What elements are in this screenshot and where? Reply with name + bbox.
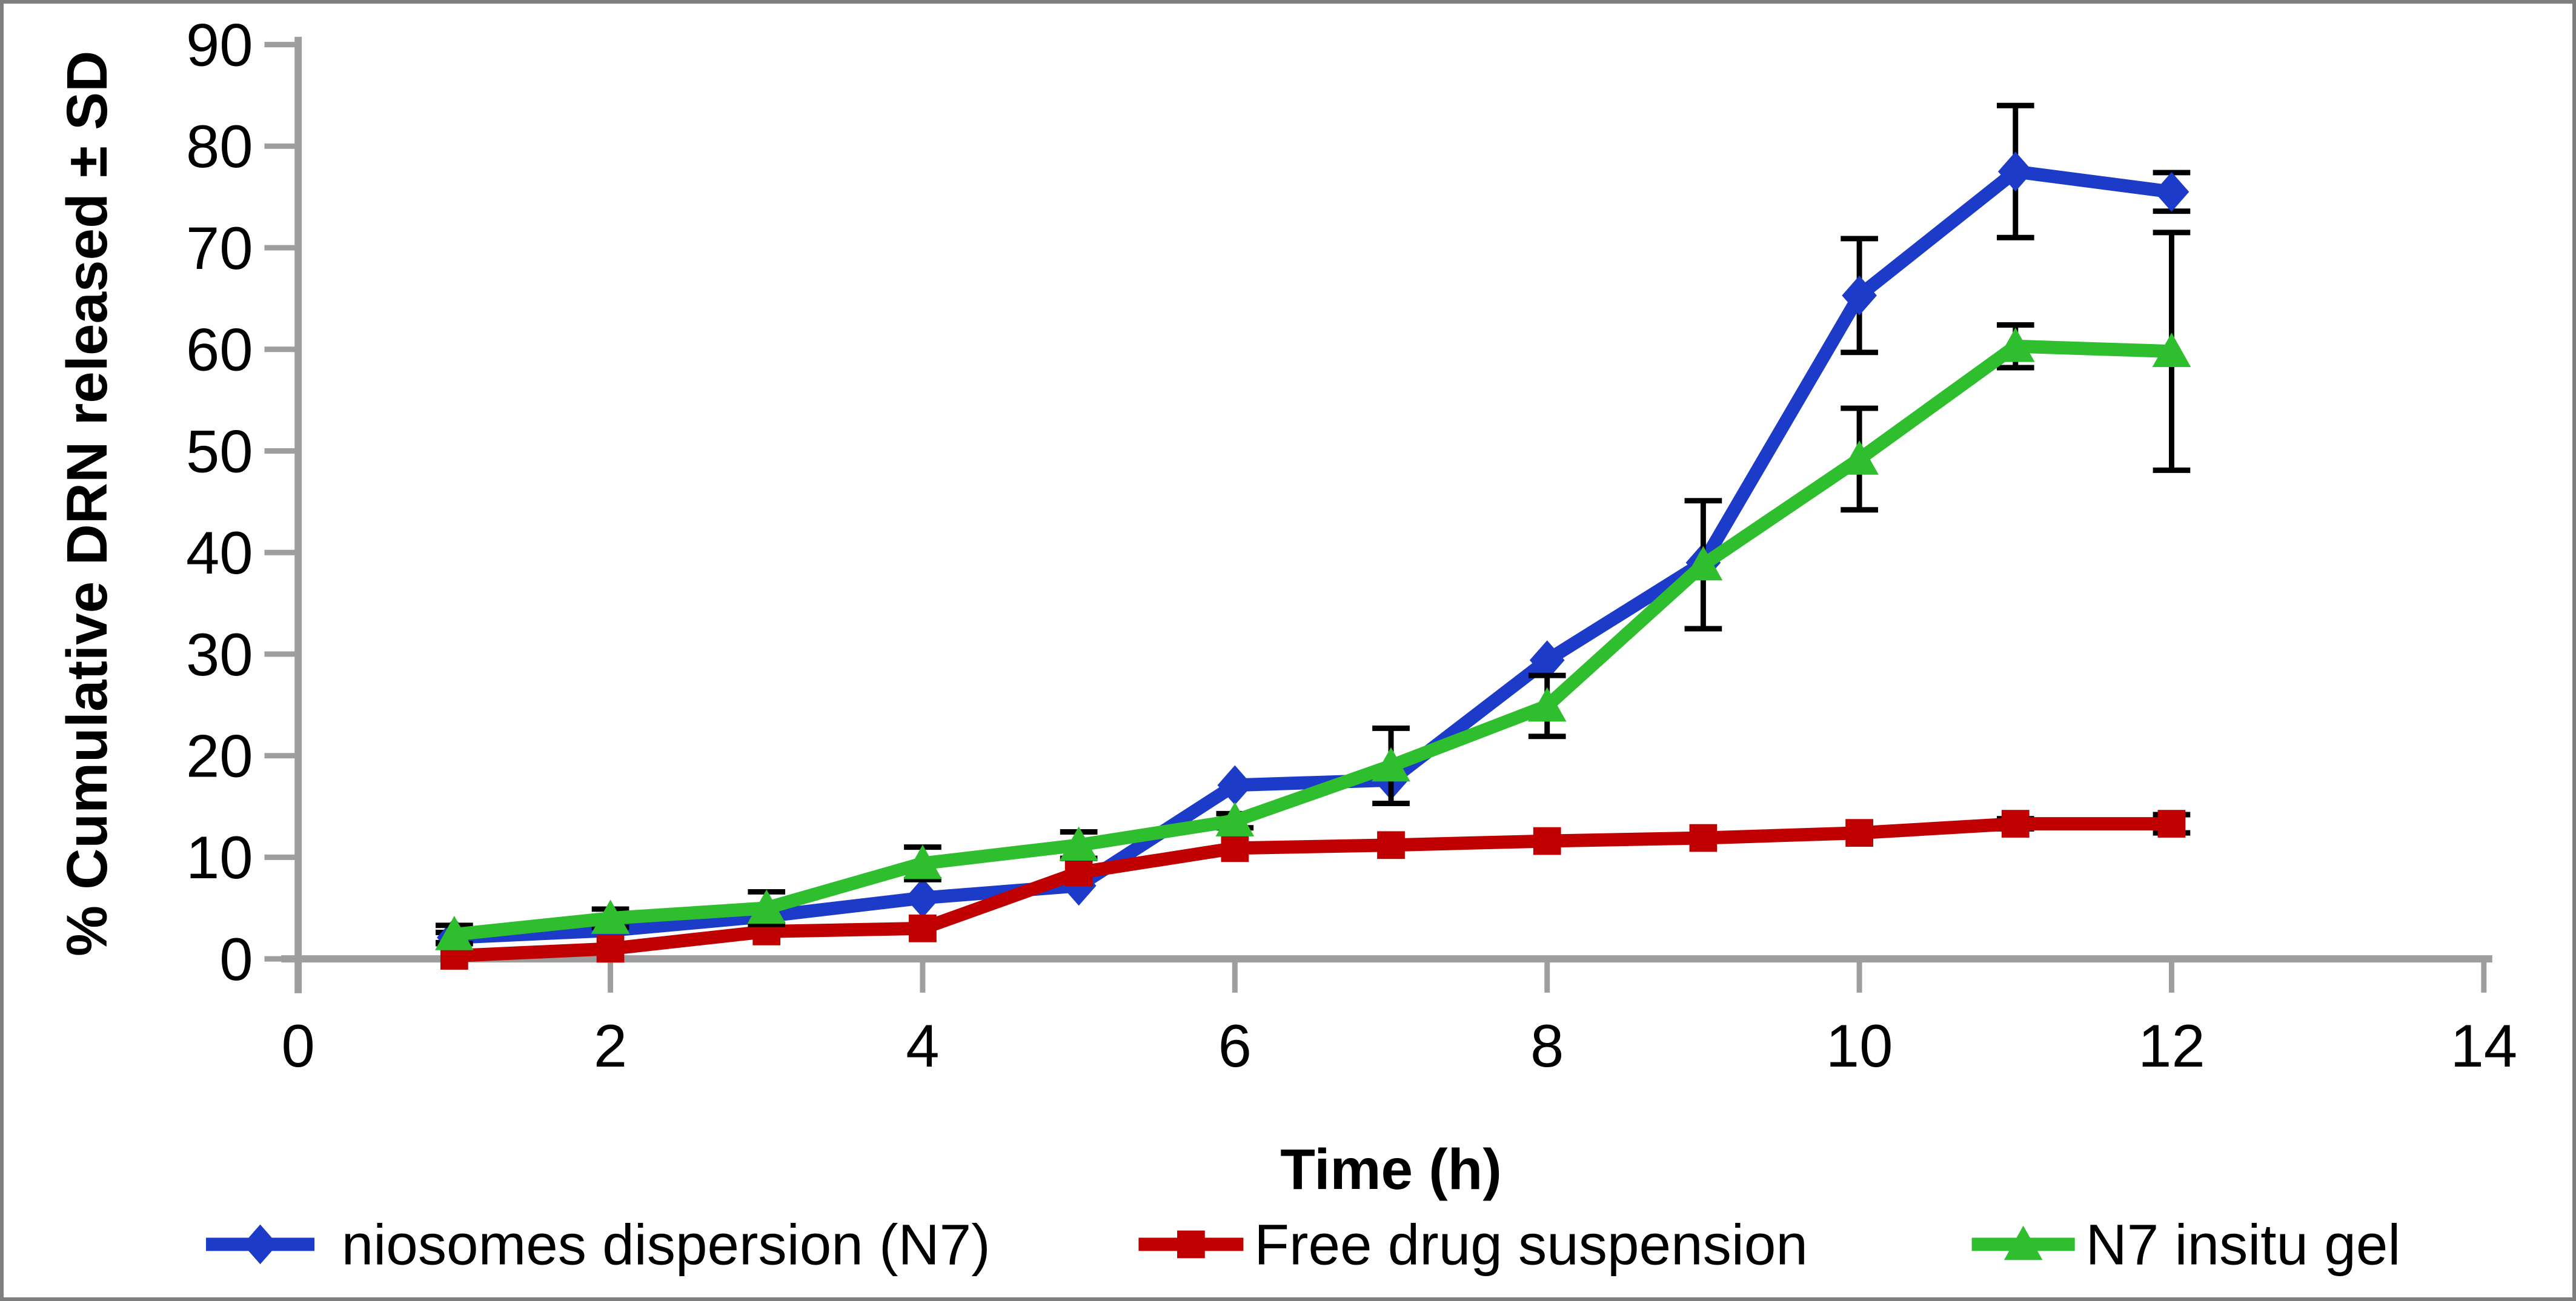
data-point-marker: [1527, 687, 1567, 722]
data-point-marker: [1840, 440, 1879, 475]
series-2: [435, 230, 2191, 950]
data-point-marker: [1221, 834, 1249, 862]
plot-area: [435, 102, 2191, 970]
release-profile-chart: 0 2 4 6 8 10 12 14 0 10 20 30 40 50 60 70 80 90 % Cumulat…: [55, 12, 2517, 1277]
legend-marker-samples: [206, 1224, 2075, 1265]
x-tick-label: 4: [906, 1013, 939, 1080]
legend-label-free-drug: Free drug suspension: [1254, 1213, 1808, 1277]
data-point-marker: [903, 844, 942, 879]
data-point-marker: [1529, 640, 1565, 680]
x-tick-label: 2: [594, 1013, 627, 1080]
data-point-marker: [905, 878, 940, 918]
y-tick-label: 10: [186, 824, 253, 892]
y-tick-label: 80: [186, 113, 253, 180]
data-point-marker: [1842, 276, 1877, 316]
data-point-marker: [1845, 819, 1873, 847]
data-point-marker: [1064, 858, 1093, 887]
data-point-marker: [909, 914, 937, 942]
legend-marker-square: [1177, 1230, 1205, 1259]
y-tick-label: 30: [186, 621, 253, 689]
x-tick-label: 8: [1530, 1013, 1564, 1080]
data-point-marker: [1689, 824, 1718, 852]
legend-label-niosomes: niosomes dispersion (N7): [342, 1213, 991, 1277]
data-point-marker: [1533, 827, 1561, 855]
x-tick-label: 0: [282, 1013, 315, 1080]
y-tick-label: 40: [186, 520, 253, 587]
data-point-marker: [747, 889, 786, 924]
data-point-marker: [591, 899, 630, 934]
legend-marker-triangle-up: [2003, 1225, 2043, 1260]
x-tick-label: 6: [1218, 1013, 1252, 1080]
data-point-marker: [1217, 765, 1253, 806]
data-point-marker: [1996, 327, 2035, 362]
y-tick-label: 0: [219, 926, 253, 993]
axes: 0 2 4 6 8 10 12 14 0 10 20 30 40 50 60 70 80 90: [186, 12, 2517, 1080]
data-point-marker: [1059, 826, 1098, 861]
data-point-marker: [1684, 546, 1723, 581]
data-point-marker: [1215, 802, 1255, 836]
x-axis-title: Time (h): [1280, 1137, 1502, 1202]
y-tick-label: 50: [186, 418, 253, 485]
data-point-marker: [1372, 747, 1410, 782]
x-tick-label: 12: [2138, 1013, 2205, 1080]
data-point-marker: [435, 916, 474, 950]
series-line: [447, 817, 2179, 963]
data-point-marker: [2154, 171, 2189, 212]
legend: niosomes dispersion (N7) Free drug suspe…: [342, 1213, 2401, 1277]
series-1: [440, 810, 2191, 970]
legend-label-insitu-gel: N7 insitu gel: [2086, 1213, 2401, 1277]
x-tick-label: 10: [1826, 1013, 1893, 1080]
y-tick-label: 20: [186, 723, 253, 790]
series-line: [447, 339, 2179, 941]
data-point-marker: [2001, 810, 2030, 838]
series-line: [447, 165, 2179, 944]
data-point-marker: [1377, 831, 1405, 859]
y-tick-label: 70: [186, 215, 253, 282]
x-tick-label: 14: [2451, 1013, 2518, 1080]
legend-marker-diamond: [242, 1224, 278, 1265]
y-tick-label: 60: [186, 317, 253, 384]
data-point-marker: [2157, 810, 2186, 838]
y-tick-label: 90: [186, 12, 253, 79]
data-point-marker: [596, 935, 625, 963]
data-point-marker: [2152, 333, 2191, 367]
y-axis-title: % Cumulative DRN released ± SD: [55, 51, 119, 956]
